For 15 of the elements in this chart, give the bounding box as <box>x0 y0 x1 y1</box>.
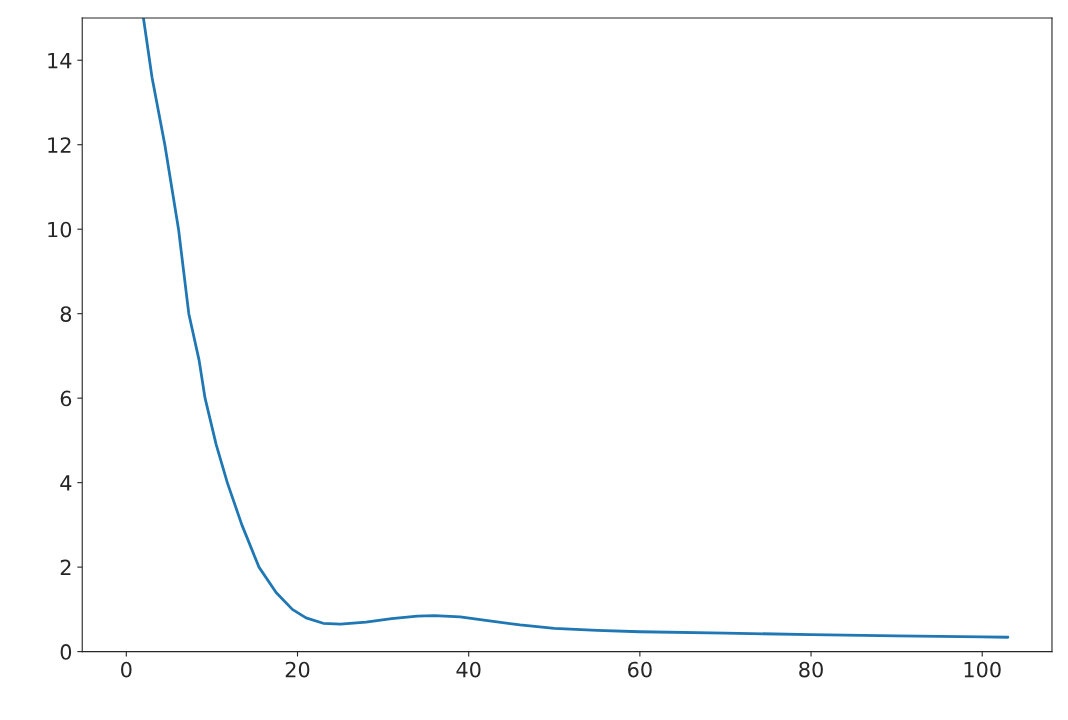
y-tick-label: 0 <box>60 644 72 660</box>
line-series <box>142 18 1010 639</box>
x-tick-label: 60 <box>628 661 652 678</box>
x-tick-label: 100 <box>964 661 1001 678</box>
y-tick-label: 10 <box>48 221 72 238</box>
y-tick-label: 4 <box>60 475 72 491</box>
y-tick-label: 12 <box>48 137 71 153</box>
x-tick-label: 40 <box>456 661 481 678</box>
x-tick-label: 80 <box>799 661 823 678</box>
x-tick-label: 0 <box>121 661 132 678</box>
y-tick-label: 6 <box>60 390 72 407</box>
x-tick-label: 20 <box>285 661 310 678</box>
y-tick-label: 14 <box>48 52 72 69</box>
y-tick-label: 8 <box>60 306 72 322</box>
y-tick-label: 2 <box>60 559 71 576</box>
